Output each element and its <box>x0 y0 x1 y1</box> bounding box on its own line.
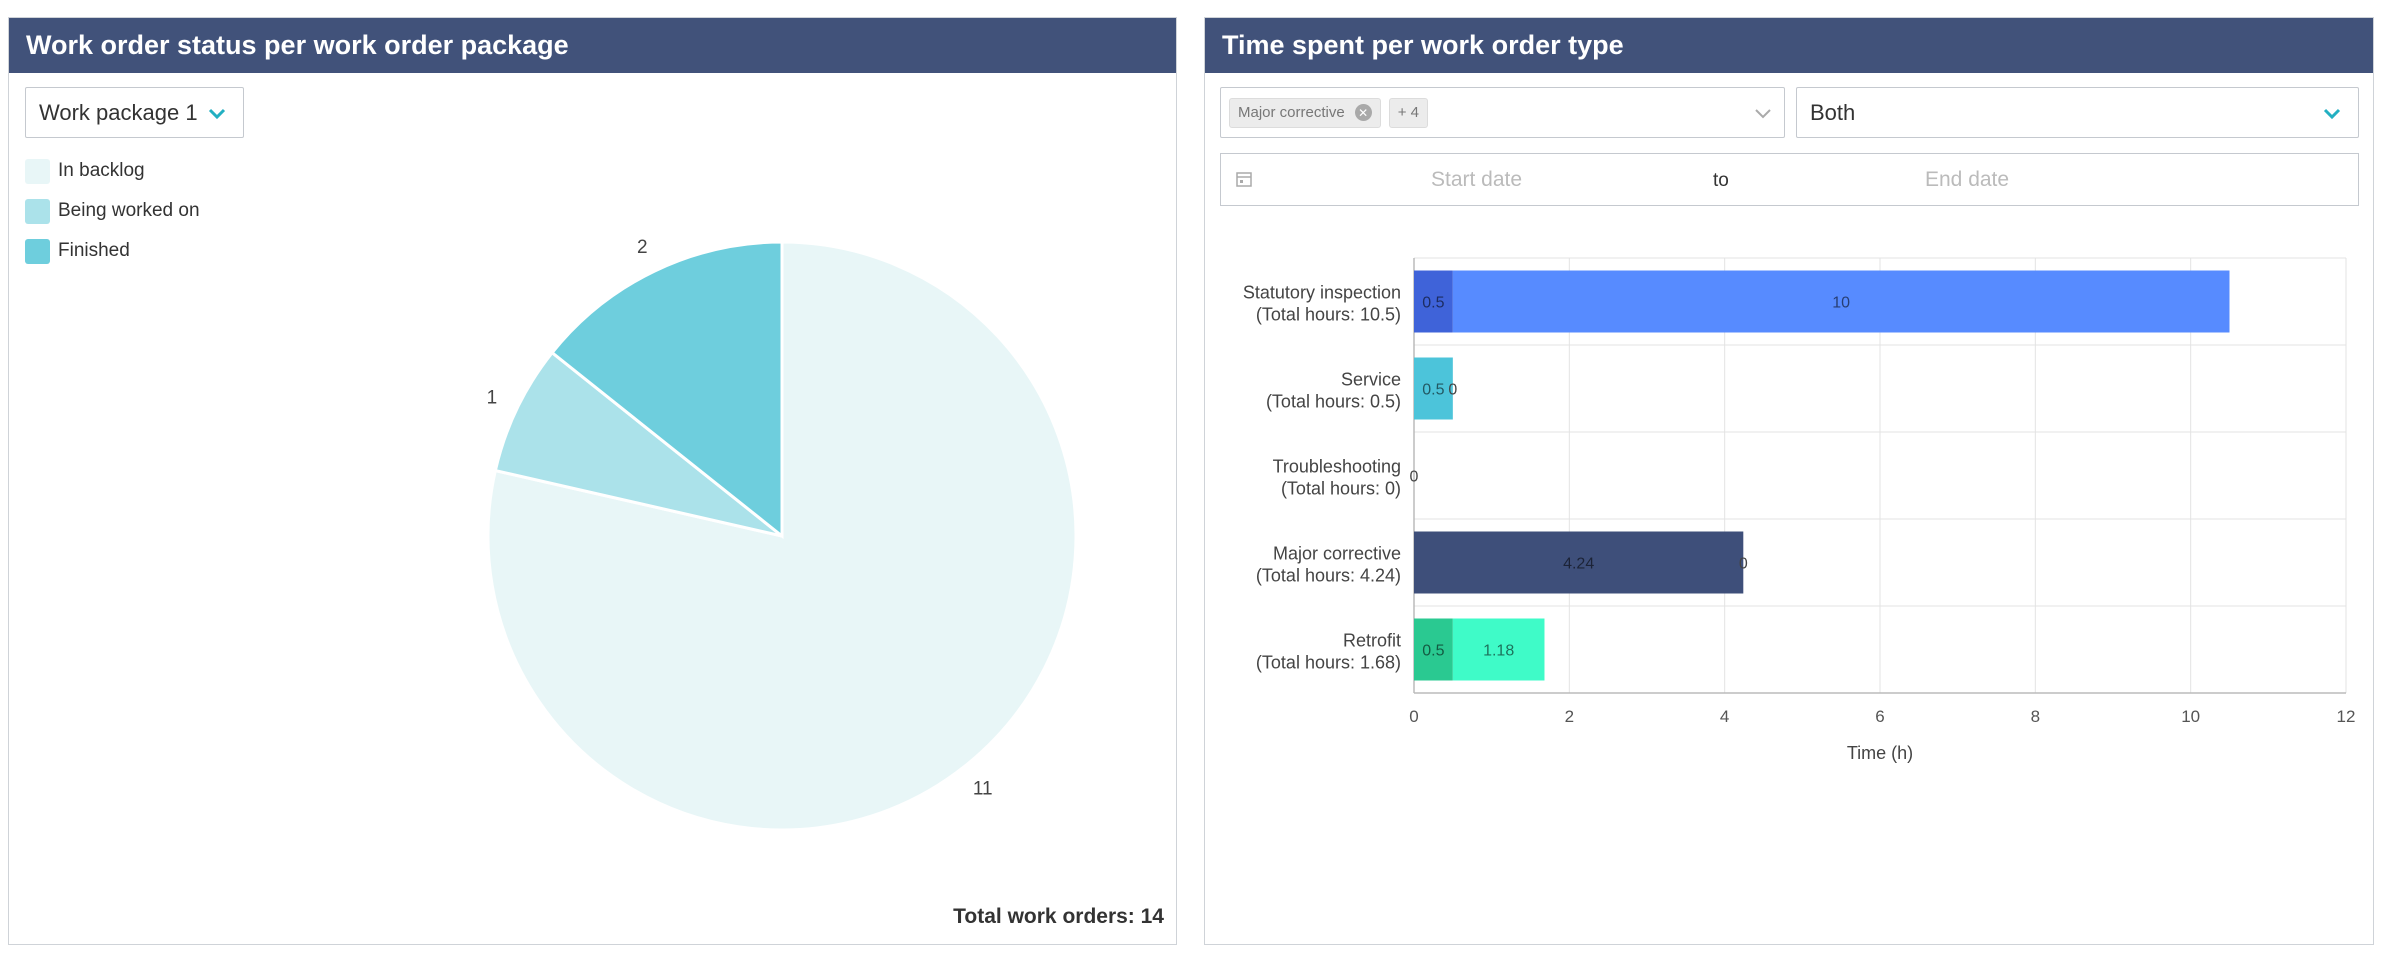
end-date-input[interactable]: End date <box>1925 168 2010 191</box>
legend-swatch <box>25 238 50 264</box>
bar-value-label: 10 <box>1832 295 1850 312</box>
date-range-picker[interactable]: Start date to End date <box>1220 153 2359 206</box>
total-work-orders: Total work orders: 14 <box>953 905 1164 928</box>
legend-item-finished[interactable]: Finished <box>25 231 200 271</box>
x-tick-label: 12 <box>2337 707 2356 726</box>
panel-title: Time spent per work order type <box>1205 18 2373 73</box>
bar-segment-retrofit[interactable] <box>1414 618 1453 681</box>
start-date-input[interactable]: Start date <box>1431 168 1523 191</box>
work-package-select[interactable]: Work package 1 <box>25 87 244 138</box>
category-total-label: (Total hours: 0.5) <box>1266 392 1401 412</box>
category-label: Major corrective <box>1273 544 1401 564</box>
mode-select-value: Both <box>1810 99 1856 125</box>
type-chip-major-corrective[interactable]: Major corrective ✕ <box>1229 97 1381 128</box>
category-total-label: (Total hours: 4.24) <box>1256 566 1401 586</box>
bar-value-label: 0 <box>1739 556 1748 573</box>
bar-segment-statutory-inspection[interactable] <box>1414 270 1453 333</box>
chevron-down-icon <box>2323 108 2341 120</box>
bar-value-label: 0.5 <box>1422 382 1444 399</box>
close-icon[interactable]: ✕ <box>1354 104 1372 121</box>
legend-label: Being worked on <box>58 200 200 221</box>
category-label: Retrofit <box>1343 631 1401 651</box>
bar-value-label: 1.18 <box>1483 643 1514 660</box>
pie-slice-label: 1 <box>487 387 498 408</box>
bar-segment-major-corrective[interactable] <box>1414 531 1744 594</box>
calendar-icon <box>1236 172 1252 187</box>
pie-legend: In backlog Being worked on Finished <box>25 151 200 271</box>
bar-value-label: 4.24 <box>1563 556 1594 573</box>
bar-segment-service[interactable] <box>1414 357 1453 420</box>
category-total-label: (Total hours: 10.5) <box>1256 305 1401 325</box>
legend-item-in-backlog[interactable]: In backlog <box>25 151 200 191</box>
date-range-separator: to <box>1713 170 1729 191</box>
x-axis-title: Time (h) <box>1847 743 1913 763</box>
category-label: Statutory inspection <box>1243 283 1401 303</box>
work-order-status-panel: Work order status per work order package… <box>8 17 1177 945</box>
x-tick-label: 2 <box>1565 707 1574 726</box>
category-label: Service <box>1341 370 1401 390</box>
legend-item-being-worked-on[interactable]: Being worked on <box>25 191 200 231</box>
x-tick-label: 4 <box>1720 707 1729 726</box>
x-tick-label: 10 <box>2181 707 2200 726</box>
more-types-chip[interactable]: + 4 <box>1388 97 1428 128</box>
legend-swatch <box>25 198 50 224</box>
bar-value-label: 0 <box>1448 382 1457 399</box>
panel-title: Work order status per work order package <box>9 18 1176 73</box>
time-spent-panel: Time spent per work order type Major cor… <box>1204 17 2374 945</box>
legend-label: In backlog <box>58 160 145 181</box>
pie-slice-finished[interactable] <box>550 240 784 540</box>
category-total-label: (Total hours: 1.68) <box>1256 653 1401 673</box>
work-package-select-value: Work package 1 <box>39 99 198 125</box>
x-tick-label: 6 <box>1875 707 1884 726</box>
x-tick-label: 8 <box>2031 707 2040 726</box>
more-types-label: + 4 <box>1397 104 1419 121</box>
bar-segment-statutory-inspection[interactable] <box>1452 270 2230 333</box>
category-label: Troubleshooting <box>1273 457 1401 477</box>
chip-label: Major corrective <box>1238 104 1345 121</box>
legend-label: Finished <box>58 240 130 261</box>
bar-value-label: 0 <box>1410 469 1419 486</box>
bar-value-label: 0.5 <box>1422 295 1444 312</box>
chevron-down-icon <box>208 108 226 120</box>
bar-value-label: 0.5 <box>1422 643 1444 660</box>
category-total-label: (Total hours: 0) <box>1281 479 1401 499</box>
mode-select[interactable]: Both <box>1796 87 2359 138</box>
pie-slice-label: 2 <box>637 237 648 258</box>
x-tick-label: 0 <box>1409 707 1418 726</box>
pie-slice-label: 11 <box>973 779 993 800</box>
bar-segment-retrofit[interactable] <box>1452 618 1545 681</box>
legend-swatch <box>25 158 50 184</box>
pie-slice-being-worked-on[interactable] <box>493 350 783 538</box>
work-order-type-select[interactable]: Major corrective ✕ + 4 <box>1220 87 1785 138</box>
chevron-down-icon <box>1755 109 1771 119</box>
